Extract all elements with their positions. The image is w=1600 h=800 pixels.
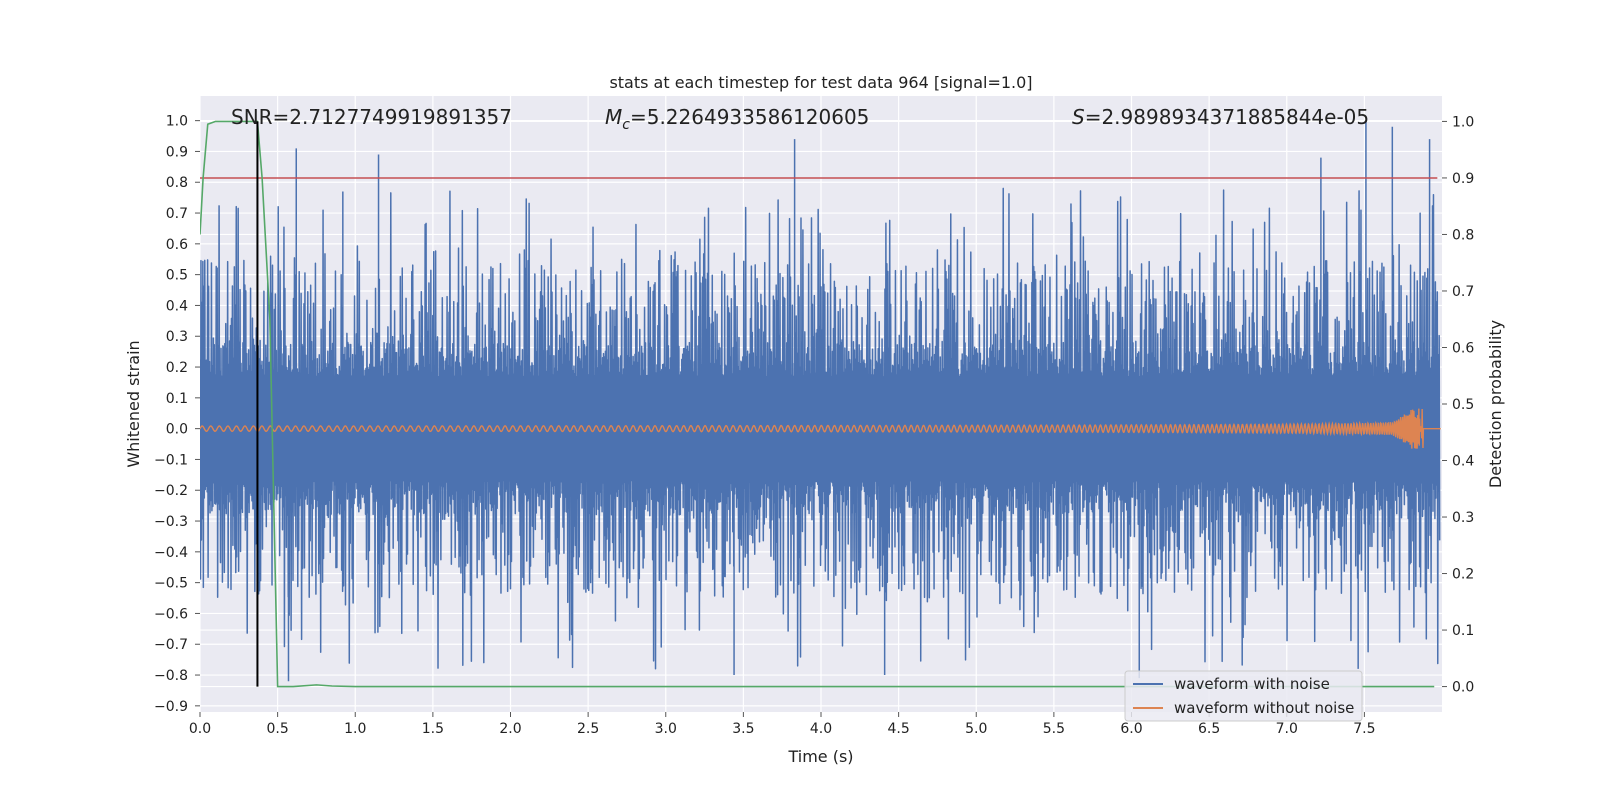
x-tick-label: 2.5 [577,721,599,737]
s-annotation: S=2.9898934371885844e-05 [1072,105,1369,129]
y-tick-label: 0.9 [166,144,188,160]
x-tick-label: 7.5 [1353,721,1375,737]
detection-probability-line [200,120,1435,688]
chart-title: stats at each timestep for test data 964… [609,73,1032,92]
y2-tick-label: 0.1 [1452,623,1474,639]
x-tick-label: 1.5 [422,721,444,737]
y-tick-label: 0.2 [166,360,188,376]
y-tick-label: 0.7 [166,206,188,222]
x-tick-label: 4.5 [887,721,909,737]
overlay-lines [200,120,1438,688]
y-tick-label: 1.0 [166,114,188,130]
y-tick-label: −0.2 [154,483,188,499]
s-value: =2.9898934371885844e-05 [1085,105,1369,129]
mc-symbol: M [605,105,622,129]
y2-tick-label: 0.2 [1452,567,1474,583]
y-tick-label: −0.5 [154,576,188,592]
s-symbol: S [1072,105,1085,129]
y2-tick-label: 1.0 [1452,114,1474,130]
series-waveform-without-noise [200,408,1441,449]
y2-tick-label: 0.4 [1452,454,1474,470]
legend-box [1124,670,1363,722]
x-tick-label: 7.0 [1276,721,1298,737]
y2-tick-label: 0.9 [1452,171,1474,187]
y2-tick-label: 0.3 [1452,510,1474,526]
y-tick-label: −0.7 [154,637,188,653]
y2-tick-label: 0.5 [1452,397,1474,413]
y-tick-label: −0.6 [154,606,188,622]
ticks: 0.0 0.5 1.0 1.5 2.0 2.5 3.0 3.5 4.0 4.5 5.0 5.5 6.0 6… [154,114,1474,737]
y2-axis-label: Detection probability [1486,320,1505,488]
x-tick-label: 0.5 [266,721,288,737]
legend-label-noise: waveform with noise [1174,675,1330,693]
clean-waveform-line [200,408,1441,449]
y-tick-label: −0.1 [154,452,188,468]
y-tick-label: 0.4 [166,298,188,314]
x-tick-label: 5.5 [1043,721,1065,737]
mc-subscript: c [622,117,630,133]
x-tick-label: 3.0 [655,721,677,737]
series-waveform-with-noise [200,120,1441,682]
y-axis-label: Whitened strain [124,340,143,467]
y2-tick-label: 0.8 [1452,227,1474,243]
x-tick-label: 2.0 [499,721,521,737]
y2-tick-label: 0.0 [1452,680,1474,696]
legend: waveform with noise waveform without noi… [1124,670,1363,722]
x-tick-label: 0.0 [189,721,211,737]
mc-annotation: Mc=5.2264933586120605 [605,105,869,133]
y2-tick-label: 0.7 [1452,284,1474,300]
legend-label-clean: waveform without noise [1174,699,1354,717]
y-tick-label: −0.3 [154,514,188,530]
x-tick-label: 4.0 [810,721,832,737]
noise-waveform-line [200,120,1441,682]
y-tick-label: −0.4 [154,545,188,561]
y-tick-label: 0.1 [166,391,188,407]
y-tick-label: −0.9 [154,699,188,715]
y-tick-label: 0.0 [166,422,188,438]
y-tick-label: −0.8 [154,668,188,684]
x-tick-label: 6.5 [1198,721,1220,737]
x-tick-label: 3.5 [732,721,754,737]
y-tick-label: 0.3 [166,329,188,345]
x-tick-label: 5.0 [965,721,987,737]
y-tick-label: 0.8 [166,175,188,191]
x-tick-label: 1.0 [344,721,366,737]
x-tick-label: 6.0 [1120,721,1142,737]
x-axis-label: Time (s) [787,747,853,766]
y-tick-label: 0.6 [166,237,188,253]
y2-tick-label: 0.6 [1452,340,1474,356]
mc-value: =5.2264933586120605 [630,105,869,129]
y-tick-label: 0.5 [166,268,188,284]
snr-annotation: SNR=2.7127749919891357 [231,105,512,129]
